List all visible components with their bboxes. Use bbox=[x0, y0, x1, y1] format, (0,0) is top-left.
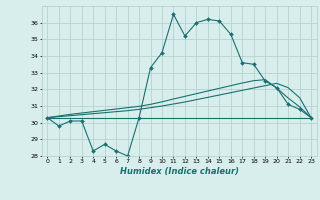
X-axis label: Humidex (Indice chaleur): Humidex (Indice chaleur) bbox=[120, 167, 239, 176]
